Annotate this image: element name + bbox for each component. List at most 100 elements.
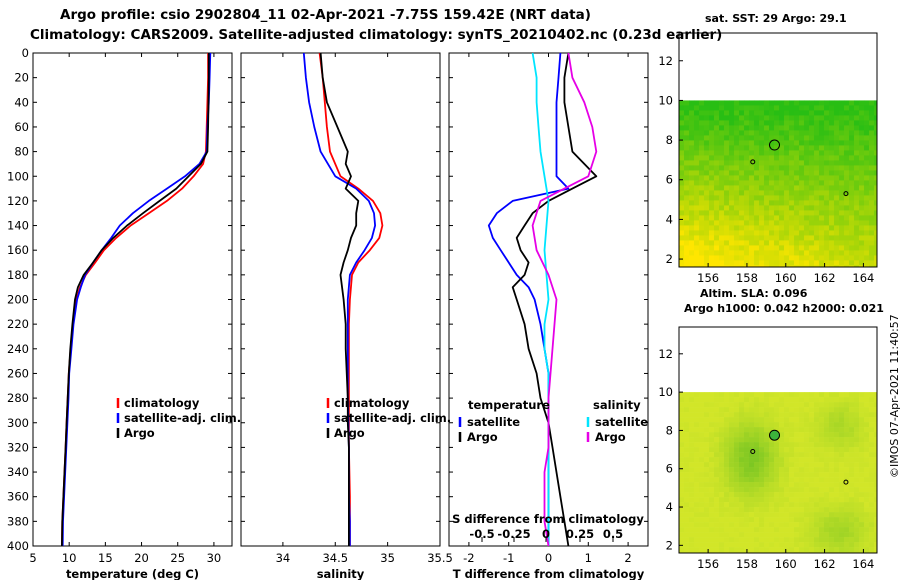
sla-map-cell xyxy=(754,497,760,503)
sst-map-cell xyxy=(734,205,740,211)
sst-map-cell xyxy=(829,125,835,131)
sst-map-cell xyxy=(704,195,710,201)
sla-map-cell xyxy=(694,467,700,473)
sla-map-cell xyxy=(754,517,760,523)
sst-map-cell xyxy=(859,120,865,126)
sst-map-cell xyxy=(709,255,715,261)
sst-map-cell xyxy=(809,215,815,221)
sla-map-cell xyxy=(789,517,795,523)
sst-map-cell xyxy=(709,150,715,156)
sst-map-cell xyxy=(814,170,820,176)
sla-map-cell xyxy=(849,452,855,458)
sst-map-cell xyxy=(794,145,800,151)
sst-map-cell xyxy=(854,240,860,246)
sst-map-cell xyxy=(839,175,845,181)
sla-map-cell xyxy=(844,432,850,438)
sst-map-cell xyxy=(874,135,878,141)
sla-map-cell xyxy=(854,442,860,448)
sst-map-cell xyxy=(729,250,735,256)
sst-map-cell xyxy=(844,195,850,201)
sst-map-cell xyxy=(719,265,725,268)
sst-map-cell xyxy=(709,195,715,201)
sla-map-cell xyxy=(699,477,705,483)
sst-map-cell xyxy=(754,255,760,261)
sla-map-ytick-label: 2 xyxy=(666,538,673,552)
sla-map-cell xyxy=(719,517,725,523)
sla-map-cell xyxy=(824,497,830,503)
sla-map-cell xyxy=(819,432,825,438)
sla-map-cell xyxy=(734,457,740,463)
sla-map-cell xyxy=(839,392,845,398)
sst-map-xtick-label: 164 xyxy=(852,271,874,285)
sst-map-cell xyxy=(809,225,815,231)
sla-map-cell xyxy=(834,472,840,478)
sst-map-cell xyxy=(734,240,740,246)
sst-map-cell xyxy=(869,245,875,251)
sla-map-cell xyxy=(869,532,875,538)
sla-map-cell xyxy=(779,407,785,413)
sst-map-cell xyxy=(834,170,840,176)
sla-map-cell xyxy=(714,527,720,533)
sst-map-cell xyxy=(679,160,685,166)
sla-map-cell xyxy=(769,487,775,493)
sla-map-cell xyxy=(839,462,845,468)
sla-map-cell xyxy=(724,527,730,533)
sla-map-cell xyxy=(794,442,800,448)
sst-map-cell xyxy=(714,230,720,236)
sst-map-cell xyxy=(774,220,780,226)
sla-map-cell xyxy=(739,532,745,538)
sst-map-cell xyxy=(854,155,860,161)
sla-map-cell xyxy=(854,492,860,498)
sla-map-cell xyxy=(704,472,710,478)
sla-map-cell xyxy=(714,422,720,428)
sla-map-cell xyxy=(759,527,765,533)
sla-map-cell xyxy=(864,547,870,553)
sst-map-cell xyxy=(844,155,850,161)
sla-map-cell xyxy=(729,527,735,533)
sst-map-cell xyxy=(794,250,800,256)
sst-map-cell xyxy=(769,115,775,121)
sst-map-cell xyxy=(789,245,795,251)
sla-map-cell xyxy=(709,412,715,418)
sst-map-cell xyxy=(844,215,850,221)
sla-map-cell xyxy=(809,542,815,548)
sst-map-cell xyxy=(704,155,710,161)
sst-map-cell xyxy=(784,115,790,121)
sla-map-cell xyxy=(824,432,830,438)
sst-map-cell xyxy=(829,155,835,161)
sst-map-cell xyxy=(869,120,875,126)
sla-map-cell xyxy=(874,432,878,438)
sla-map-cell xyxy=(869,422,875,428)
sst-map-cell xyxy=(859,155,865,161)
sst-map-cell xyxy=(789,215,795,221)
sst-map-cell xyxy=(819,185,825,191)
sst-map-cell xyxy=(769,155,775,161)
sst-map-cell xyxy=(799,230,805,236)
sst-map-cell xyxy=(819,135,825,141)
sla-map-cell xyxy=(784,487,790,493)
sla-map-cell xyxy=(839,537,845,543)
sla-map-cell xyxy=(679,482,685,488)
sst-map-cell xyxy=(704,240,710,246)
sst-map-cell xyxy=(859,170,865,176)
sst-map-cell xyxy=(764,215,770,221)
sst-map-cell xyxy=(754,240,760,246)
sla-map-cell xyxy=(779,477,785,483)
sst-map-cell xyxy=(774,110,780,116)
sst-map-cell xyxy=(779,125,785,131)
sst-map-cell xyxy=(859,110,865,116)
sla-map-cell xyxy=(829,467,835,473)
sst-map-cell xyxy=(714,265,720,268)
sla-map-cell xyxy=(749,457,755,463)
sla-map-cell xyxy=(754,547,760,553)
sla-map-cell xyxy=(859,512,865,518)
sla-map-cell xyxy=(829,447,835,453)
sla-map-cell xyxy=(859,402,865,408)
sla-map-title-2: Argo h1000: 0.042 h2000: 0.021 xyxy=(684,302,884,315)
sst-map-cell xyxy=(779,105,785,111)
sst-map-cell xyxy=(684,165,690,171)
sst-map-cell xyxy=(854,215,860,221)
sst-map-cell xyxy=(814,150,820,156)
sst-map-cell xyxy=(784,100,790,106)
sla-map-cell xyxy=(749,477,755,483)
